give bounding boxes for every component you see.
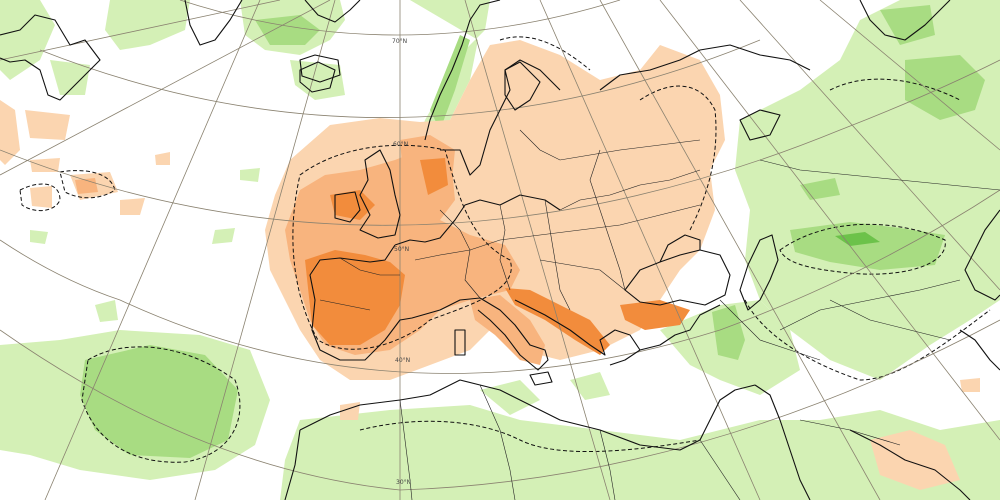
lat-label-70: 70°N	[392, 38, 407, 45]
lat-label-50: 50°N	[394, 246, 409, 253]
dashed-contours	[19, 36, 991, 463]
latitude-labels: 70°N 60°N 50°N 40°N 30°N	[392, 38, 411, 486]
positive-anomaly-fields	[0, 40, 980, 490]
lat-label-60: 60°N	[393, 141, 408, 148]
lat-label-30: 30°N	[396, 479, 411, 486]
lat-label-40: 40°N	[395, 357, 410, 364]
country-borders	[319, 129, 1000, 500]
